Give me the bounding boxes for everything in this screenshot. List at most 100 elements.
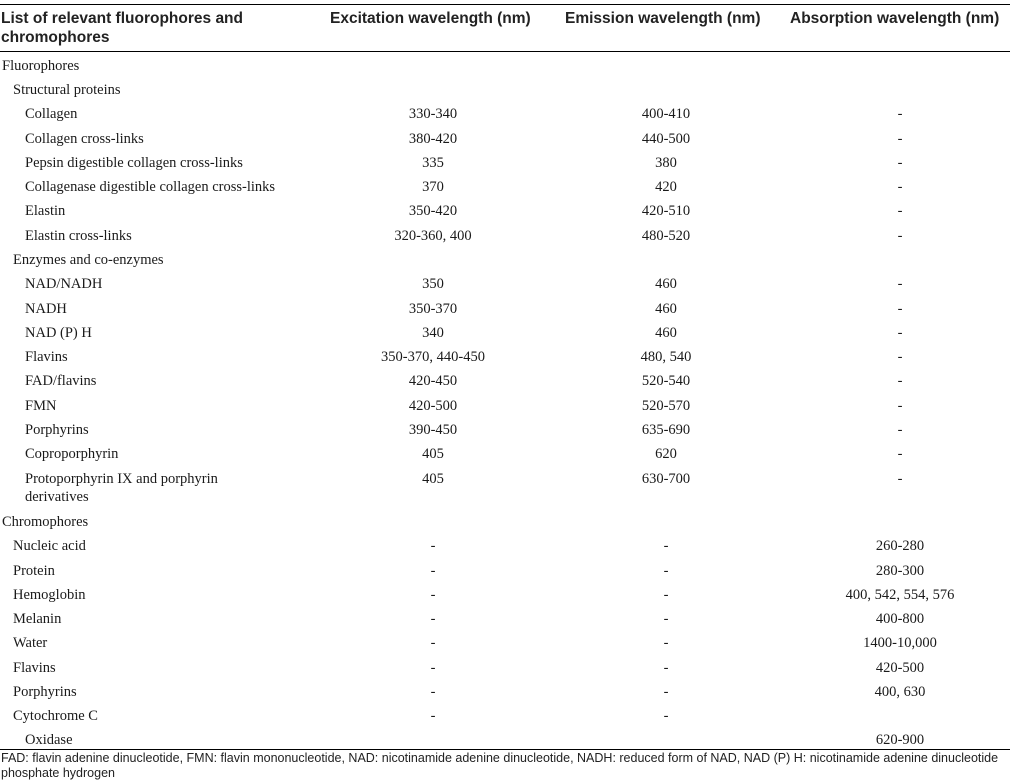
emission-cell: - <box>663 563 669 579</box>
absorption-cell: 1400-10,000 <box>863 635 937 651</box>
absorption-cell: - <box>897 106 903 122</box>
emission-cell: 520-540 <box>641 373 691 389</box>
emission-cell: 520-570 <box>641 398 691 414</box>
row-label: Chromophores <box>2 514 89 530</box>
excitation-cell: - <box>430 538 436 554</box>
row-label: Porphyrins <box>25 422 89 438</box>
absorption-cell: - <box>897 228 903 244</box>
emission-cell: 460 <box>655 301 677 317</box>
header-excitation: Excitation wavelength (nm) <box>330 10 531 27</box>
row-label: FMN <box>25 398 57 414</box>
row-label: Hemoglobin <box>13 587 86 603</box>
absorption-cell: 420-500 <box>875 660 925 676</box>
row-label: NAD/NADH <box>25 276 103 292</box>
row-label: Protoporphyrin IX and porphyrin derivati… <box>25 471 218 505</box>
excitation-cell: - <box>430 587 436 603</box>
row-label: Water <box>13 635 48 651</box>
row-label: Flavins <box>25 349 68 365</box>
row-label: Cytochrome C <box>13 708 98 724</box>
row-label: FAD/flavins <box>25 373 97 389</box>
absorption-cell: - <box>897 398 903 414</box>
absorption-cell: - <box>897 179 903 195</box>
excitation-cell: 420-450 <box>408 373 458 389</box>
absorption-cell: - <box>897 373 903 389</box>
absorption-cell: - <box>897 446 903 462</box>
emission-cell: 620 <box>655 446 677 462</box>
row-label: NADH <box>25 301 67 317</box>
emission-cell: 420 <box>655 179 677 195</box>
excitation-cell: 350-370, 440-450 <box>381 349 485 365</box>
row-label: Oxidase <box>25 732 73 748</box>
excitation-cell: 330-340 <box>408 106 458 122</box>
table-footnote: FAD: flavin adenine dinucleotide, FMN: f… <box>1 751 999 780</box>
excitation-cell: - <box>430 611 436 627</box>
emission-cell: - <box>663 538 669 554</box>
emission-cell: - <box>663 708 669 724</box>
emission-cell: - <box>663 587 669 603</box>
emission-cell: - <box>663 684 669 700</box>
row-label: Structural proteins <box>13 82 121 98</box>
row-label: Collagenase digestible collagen cross-li… <box>25 179 276 195</box>
row-label: Protein <box>13 563 55 579</box>
row-label: Melanin <box>13 611 62 627</box>
emission-cell: 460 <box>655 325 677 341</box>
excitation-cell: 370 <box>422 179 444 195</box>
emission-cell: 420-510 <box>641 203 691 219</box>
emission-cell: 630-700 <box>641 471 691 487</box>
footer-rule <box>0 749 1010 750</box>
excitation-cell: 390-450 <box>408 422 458 438</box>
row-label: Collagen cross-links <box>25 131 144 147</box>
emission-cell: - <box>663 635 669 651</box>
absorption-cell: 400, 630 <box>874 684 926 700</box>
excitation-cell: - <box>430 635 436 651</box>
excitation-cell: 335 <box>422 155 444 171</box>
excitation-cell: 340 <box>422 325 444 341</box>
absorption-cell: - <box>897 422 903 438</box>
row-label: Pepsin digestible collagen cross-links <box>25 155 243 171</box>
excitation-cell: - <box>430 660 436 676</box>
excitation-cell: 320-360, 400 <box>394 228 472 244</box>
top-rule <box>0 4 1010 5</box>
absorption-cell: 280-300 <box>875 563 925 579</box>
emission-cell: 480-520 <box>641 228 691 244</box>
header-compound: List of relevant fluorophores and chromo… <box>1 10 243 46</box>
row-label: Enzymes and co-enzymes <box>13 252 164 268</box>
emission-cell: - <box>663 660 669 676</box>
row-label: Elastin cross-links <box>25 228 132 244</box>
absorption-cell: 400, 542, 554, 576 <box>845 587 955 603</box>
emission-cell: 440-500 <box>641 131 691 147</box>
excitation-cell: 350 <box>422 276 444 292</box>
emission-cell: 400-410 <box>641 106 691 122</box>
emission-cell: 380 <box>655 155 677 171</box>
row-label: Porphyrins <box>13 684 77 700</box>
emission-cell: 635-690 <box>641 422 691 438</box>
absorption-cell: 400-800 <box>875 611 925 627</box>
row-label: NAD (P) H <box>25 325 92 341</box>
row-label: Nucleic acid <box>13 538 86 554</box>
row-label: Fluorophores <box>2 58 80 74</box>
excitation-cell: - <box>430 563 436 579</box>
excitation-cell: 405 <box>422 446 444 462</box>
header-absorption: Absorption wavelength (nm) <box>790 10 1000 27</box>
absorption-cell: - <box>897 276 903 292</box>
absorption-cell: - <box>897 349 903 365</box>
header-emission: Emission wavelength (nm) <box>565 10 761 27</box>
absorption-cell: - <box>897 325 903 341</box>
header-rule <box>0 51 1010 52</box>
emission-cell: - <box>663 611 669 627</box>
emission-cell: 460 <box>655 276 677 292</box>
excitation-cell: - <box>430 684 436 700</box>
excitation-cell: 405 <box>422 471 444 487</box>
excitation-cell: 380-420 <box>408 131 458 147</box>
absorption-cell: - <box>897 131 903 147</box>
absorption-cell: - <box>897 155 903 171</box>
absorption-cell: - <box>897 203 903 219</box>
absorption-cell: 260-280 <box>875 538 925 554</box>
excitation-cell: - <box>430 708 436 724</box>
excitation-cell: 420-500 <box>408 398 458 414</box>
absorption-cell: - <box>897 301 903 317</box>
row-label: Coproporphyrin <box>25 446 119 462</box>
row-label: Elastin <box>25 203 66 219</box>
excitation-cell: 350-420 <box>408 203 458 219</box>
